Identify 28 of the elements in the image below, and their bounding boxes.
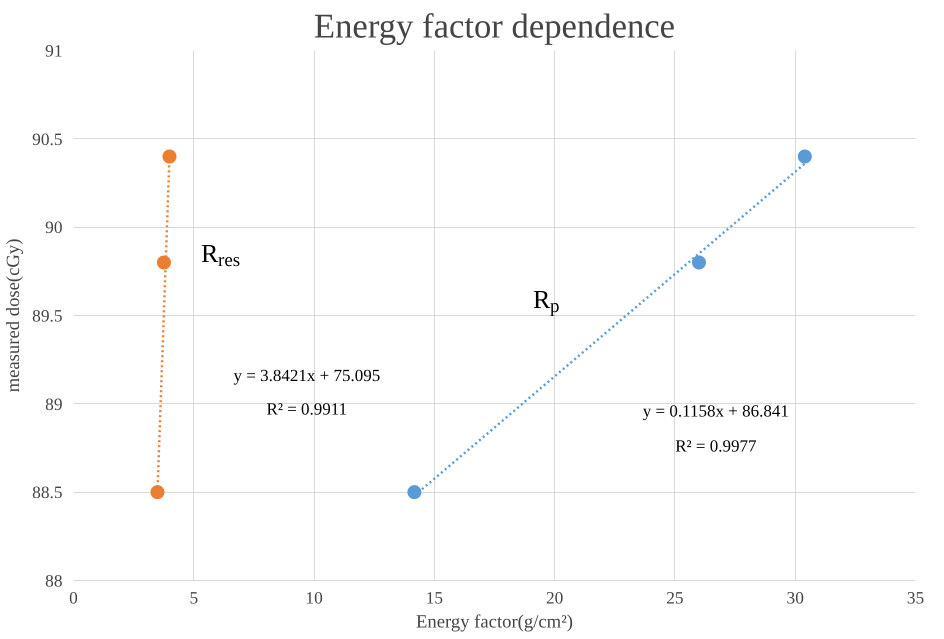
x-tick-label: 10 <box>305 588 323 608</box>
x-tick-label: 30 <box>786 588 804 608</box>
x-tick-label: 0 <box>69 588 78 608</box>
x-tick-label: 25 <box>666 588 684 608</box>
point <box>156 256 171 270</box>
y-tick-label: 90 <box>45 218 62 238</box>
point <box>692 256 706 270</box>
annotation: y = 3.8421x + 75.095 <box>234 366 380 386</box>
annotation: R² = 0.9977 <box>675 436 757 456</box>
chart-title: Energy factor dependence <box>314 8 676 46</box>
x-axis-title: Energy factor(g/cm²) <box>416 612 574 632</box>
y-tick-label: 88 <box>45 572 62 590</box>
point <box>150 485 164 500</box>
x-tick-label: 5 <box>189 588 198 608</box>
y-tick-label: 89 <box>45 394 62 414</box>
point <box>162 150 176 164</box>
annotation: y = 0.1158x + 86.841 <box>642 401 789 420</box>
annotation: R² = 0.9911 <box>266 400 348 419</box>
point <box>407 485 422 500</box>
y-tick-label: 88.5 <box>32 483 63 502</box>
y-axis-title: measured dose(cGy) <box>3 238 24 392</box>
x-tick-label: 35 <box>906 588 924 608</box>
x-tick-label: 15 <box>426 588 444 608</box>
y-tick-label: 91 <box>45 42 62 60</box>
y-tick-label: 89.5 <box>32 306 63 326</box>
y-tick-label: 90.5 <box>32 130 63 149</box>
x-tick-label: 20 <box>546 588 564 608</box>
point <box>798 150 812 164</box>
